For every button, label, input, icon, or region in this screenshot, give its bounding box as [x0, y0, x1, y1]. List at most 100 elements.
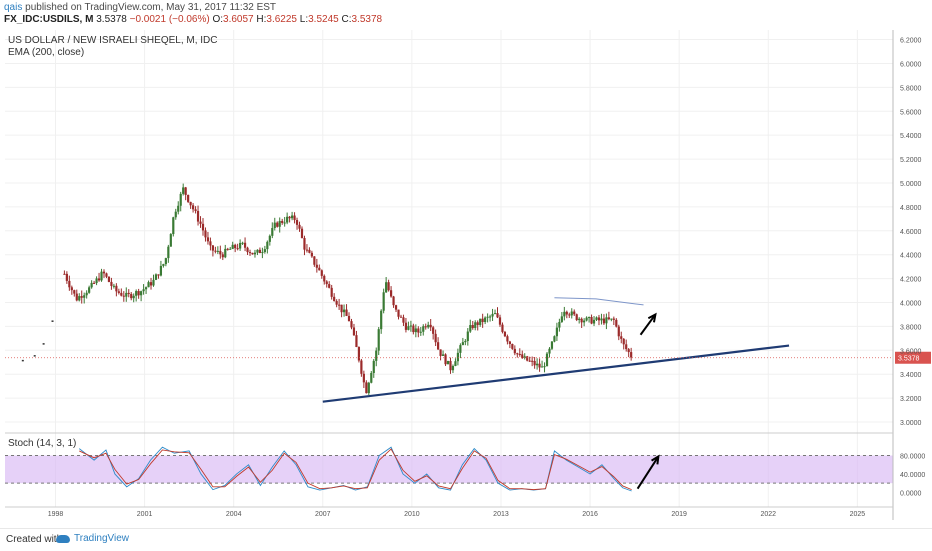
candle-body [137, 291, 140, 296]
candle-body [206, 237, 210, 242]
candle-body [533, 360, 536, 366]
candle-body [367, 382, 370, 394]
time-tick-label: 2016 [582, 511, 598, 518]
candle-body [308, 249, 311, 253]
candle-body [95, 278, 98, 284]
candle-body [370, 373, 373, 383]
chart-area[interactable]: 3.5378 3.0000 3.2000 3.4000 3.6000 3.8000 4.0… [0, 30, 932, 525]
symbol-label: FX_IDC:USDILS, M [4, 14, 94, 25]
candle-body [90, 282, 93, 288]
candle-body [283, 222, 286, 224]
price-arrow-annotation [639, 313, 657, 336]
tradingview-logo[interactable]: TradingView [56, 533, 129, 544]
candle-body [424, 326, 427, 328]
candle-body [372, 360, 375, 374]
candle-body [617, 326, 620, 337]
time-tick-label: 1998 [48, 511, 64, 518]
candle-body [498, 317, 502, 325]
candle-body [177, 205, 180, 212]
candle-body [298, 224, 301, 229]
price-arrow-annotation-head [647, 312, 657, 323]
candle-body [526, 356, 529, 361]
candle-body [380, 310, 383, 330]
candle-body [375, 350, 378, 361]
candle-body [122, 295, 125, 297]
candle-body [412, 325, 415, 333]
candle-body [523, 356, 526, 359]
candle-body [234, 244, 237, 249]
candle-body [127, 292, 130, 294]
candle-body [555, 327, 559, 337]
candle-body [209, 241, 212, 246]
candle-body [518, 353, 521, 355]
candle-body [466, 331, 469, 342]
early-tick [42, 343, 45, 345]
candle-body [585, 317, 588, 321]
low-label: L: [299, 14, 309, 25]
candle-body [461, 342, 464, 346]
candle-body [100, 271, 103, 281]
published-text: published on TradingView.com, May 31, 20… [25, 2, 277, 13]
stoch-band-fill [5, 455, 893, 484]
candle-body [216, 250, 219, 252]
chart-canvas[interactable]: 3.5378 3.0000 3.2000 3.4000 3.6000 3.8000 4.0… [0, 30, 932, 525]
candle-body [605, 317, 608, 324]
stoch-legend[interactable]: Stoch (14, 3, 1) [8, 438, 77, 449]
candle-body [389, 290, 393, 297]
stoch-arrow-annotation [636, 455, 660, 490]
ema-legend[interactable]: EMA (200, close) [8, 47, 85, 58]
candle-body [459, 345, 462, 353]
candle-body [154, 274, 158, 280]
candle-body [266, 241, 269, 250]
candle-body [583, 320, 586, 323]
candle-body [144, 287, 148, 290]
candle-body [258, 249, 262, 254]
candle-body [221, 254, 224, 258]
candle-body [248, 252, 252, 254]
candle-body [602, 318, 606, 324]
last-price-tag [895, 351, 931, 364]
candle-body [560, 316, 563, 322]
candle-body [486, 316, 489, 318]
candle-body [92, 282, 96, 284]
price-tick-label: 4.0000 [900, 301, 922, 308]
candle-body [313, 256, 316, 265]
candle-body [540, 366, 544, 368]
candle-body [558, 321, 561, 328]
candle-body [484, 317, 487, 323]
candle-body [536, 363, 539, 366]
candle-body [88, 287, 91, 293]
candle-body [580, 318, 583, 323]
candle-body [439, 349, 442, 356]
candle-body [214, 250, 217, 252]
candle-body [578, 318, 581, 320]
candle-body [157, 274, 160, 276]
stoch-band [5, 455, 893, 484]
candle-body [340, 304, 343, 313]
candle-body [543, 366, 546, 368]
candle-body [449, 360, 452, 371]
candle-body [120, 292, 123, 296]
candle-body [169, 234, 172, 247]
candle-body [607, 317, 610, 320]
candle-body [474, 322, 477, 328]
candle-body [290, 215, 294, 219]
candle-body [350, 321, 353, 328]
candle-body [295, 220, 299, 225]
axes: 3.0000 3.2000 3.4000 3.6000 3.8000 4.0000 4.20… [5, 30, 925, 520]
candle-body [300, 228, 304, 238]
candle-body [268, 235, 271, 242]
candle-body [261, 252, 264, 254]
candle-body [342, 309, 346, 313]
candle-body [587, 317, 591, 319]
candle-body [521, 354, 524, 359]
author-link[interactable]: qais [4, 2, 23, 13]
candle-body [318, 267, 321, 271]
candle-body [201, 223, 205, 231]
candle-body [330, 287, 333, 297]
candle-body [610, 318, 613, 320]
candle-body [115, 285, 118, 292]
early-tick [21, 359, 24, 362]
stoch-tick-label: 0.0000 [900, 490, 922, 497]
ohlc-line: FX_IDC:USDILS, M 3.5378 −0.0021 (−0.06%)… [4, 14, 382, 25]
